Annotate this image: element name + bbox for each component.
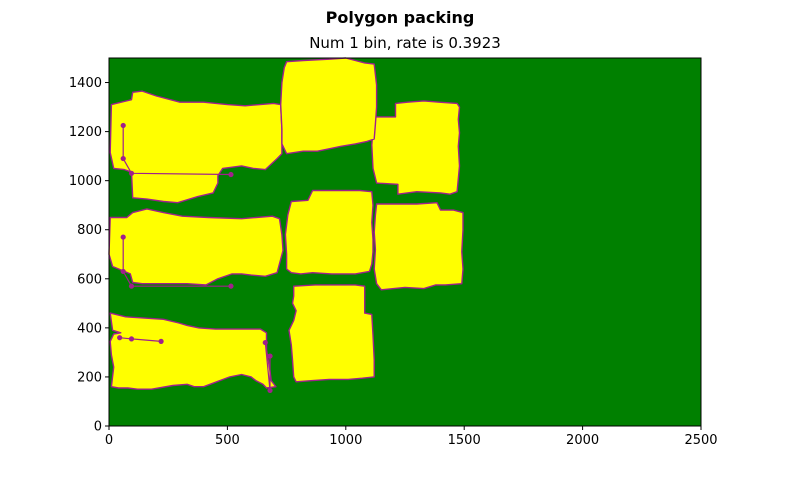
marker-3-point-2 [128,336,135,342]
marker-1-point-1 [120,122,126,129]
marker-2-line [122,237,231,287]
marker-2-point-1 [120,234,126,240]
marker-1-point-2 [120,155,126,162]
marker-1-point-4 [228,171,234,178]
polygon-piece-3 [109,312,277,390]
y-tick-label: 1000 [69,174,102,189]
y-tick-label: 1200 [69,125,102,140]
polygon-piece-6 [284,189,374,275]
marker-2-point-4 [228,283,234,289]
y-tick-label: 200 [77,370,102,385]
marker-4-point-3 [262,339,268,346]
y-axis: 0 200 400 600 800 1000 1200 1400 [69,76,109,435]
x-tick-label: 0 [105,433,113,448]
marker-4-point-1 [267,353,273,359]
marker-1-point-3 [128,170,135,176]
polygon-piece-1 [109,90,283,204]
y-tick-label: 600 [77,272,102,287]
marker-1-line [122,125,232,176]
x-tick-label: 500 [215,433,240,448]
polygon-piece-5 [280,57,378,155]
y-tick-label: 1400 [69,76,102,91]
x-tick-label: 1500 [448,433,481,448]
polygon-piece-7 [373,201,464,291]
y-tick-label: 800 [77,223,102,238]
polygon-piece-8 [288,284,375,383]
axes-title: Num 1 bin, rate is 0.3923 [309,34,501,52]
y-tick-label: 400 [77,321,102,336]
y-tick-label: 0 [94,420,102,435]
x-axis: 0 500 1000 1500 2000 2500 [105,426,718,448]
marker-3-point-3 [117,335,123,341]
marker-3-point-1 [158,338,164,344]
polygons-layer [108,57,464,390]
x-tick-label: 2500 [684,433,717,448]
markers-layer [117,122,273,394]
polygon-piece-2 [108,208,284,286]
x-tick-label: 1000 [329,433,362,448]
axes-border [108,57,702,427]
polygon-piece-4 [371,100,461,195]
marker-4-point-2 [267,387,273,394]
figure-title: Polygon packing [325,8,475,27]
x-tick-label: 2000 [566,433,599,448]
marker-2-point-2 [120,268,126,275]
marker-2-point-3 [128,283,135,289]
